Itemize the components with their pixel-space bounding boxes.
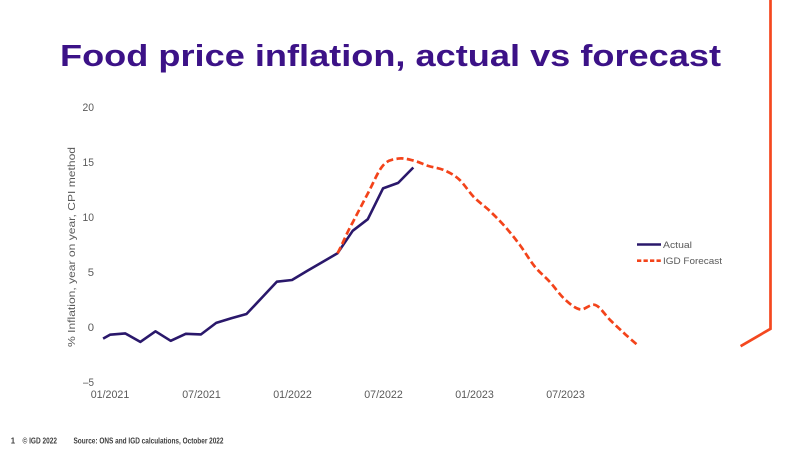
svg-text:07/2022: 07/2022 (364, 389, 403, 401)
svg-text:Actual: Actual (663, 240, 692, 251)
svg-text:–5: –5 (83, 377, 94, 389)
svg-text:Food price inflation, actual v: Food price inflation, actual vs forecast (60, 39, 721, 73)
svg-text:5: 5 (88, 267, 94, 279)
svg-text:20: 20 (83, 102, 95, 114)
svg-text:© IGD 2022: © IGD 2022 (23, 436, 58, 445)
svg-text:1: 1 (11, 436, 16, 445)
svg-text:01/2023: 01/2023 (455, 389, 494, 401)
svg-text:IGD Forecast: IGD Forecast (663, 256, 722, 267)
svg-text:10: 10 (83, 212, 95, 224)
svg-text:07/2023: 07/2023 (546, 389, 585, 401)
svg-text:01/2022: 01/2022 (273, 389, 312, 401)
svg-text:0: 0 (88, 322, 94, 334)
svg-text:15: 15 (83, 157, 95, 169)
svg-text:07/2021: 07/2021 (182, 389, 221, 401)
svg-text:Source: ONS and IGD calculatio: Source: ONS and IGD calculations, Octobe… (74, 436, 225, 445)
svg-text:% Inflation, year on year, CPI: % Inflation, year on year, CPI method (67, 147, 78, 347)
svg-text:01/2021: 01/2021 (91, 389, 130, 401)
